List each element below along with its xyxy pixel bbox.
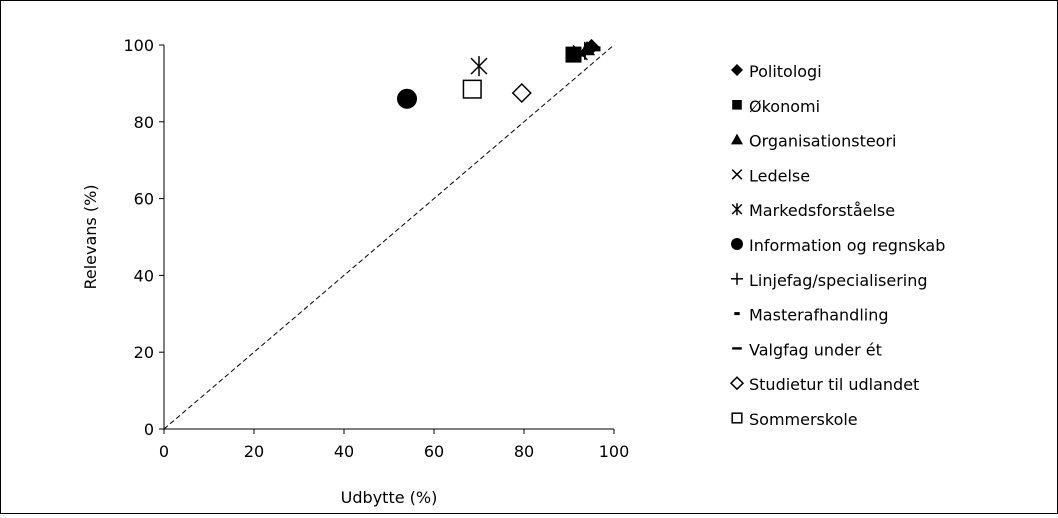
legend-item: Linjefag/specialisering [731, 271, 928, 290]
x-tick-label: 0 [159, 442, 169, 461]
legend-item: Ledelse [731, 166, 810, 185]
legend-label: Politologi [749, 62, 822, 81]
x-tick-label: 60 [424, 442, 444, 461]
data-point-square-open [462, 79, 482, 99]
data-point-long-dash [570, 52, 586, 57]
legend-label: Sommerskole [749, 410, 858, 429]
x-tick-label: 100 [599, 442, 630, 461]
x-tick-label: 20 [244, 442, 264, 461]
reference-line-group [163, 44, 615, 430]
legend-marker-triangle-filled [731, 133, 743, 145]
legend-item: Information og regnskab [731, 236, 945, 255]
y-tick-label: 60 [134, 190, 154, 209]
legend-item: Studietur til udlandet [729, 375, 919, 394]
legend-marker-square-open [731, 412, 743, 424]
data-point-short-dash [591, 46, 601, 52]
legend-item: Masterafhandling [734, 306, 889, 325]
legend-marker-square-filled [732, 100, 742, 110]
legend-item: Organisationsteori [731, 132, 897, 151]
legend-label: Markedsforståelse [749, 201, 895, 220]
legend: Politologi Økonomi Organisationsteori Ledel… [729, 62, 945, 429]
legend-label: Økonomi [749, 97, 820, 116]
legend-marker-asterisk [731, 203, 743, 216]
legend-marker-diamond-filled [731, 64, 743, 76]
legend-label: Masterafhandling [749, 306, 889, 325]
y-tick-label: 20 [134, 343, 154, 362]
legend-marker-long-dash [732, 347, 742, 350]
legend-marker-diamond-open [729, 376, 745, 391]
x-tick-label: 40 [334, 442, 354, 461]
legend-label: Ledelse [749, 166, 810, 185]
legend-label: Organisationsteori [749, 132, 897, 151]
data-points [397, 38, 601, 109]
legend-label: Valgfag under ét [749, 340, 882, 359]
y-tick-label: 100 [123, 36, 154, 55]
legend-item: Politologi [731, 62, 822, 81]
legend-marker-plus [731, 272, 743, 285]
legend-item: Valgfag under ét [732, 340, 882, 359]
data-point-triangle-filled [579, 40, 595, 56]
legend-item: Økonomi [732, 97, 820, 116]
data-point-asterisk [470, 56, 488, 77]
legend-label: Linjefag/specialisering [749, 271, 928, 290]
legend-item: Sommerskole [731, 410, 858, 429]
legend-marker-short-dash [734, 312, 740, 316]
y-axis-label: Relevans (%) [81, 184, 100, 289]
legend-item: Markedsforståelse [731, 201, 895, 220]
x-tick-label: 80 [514, 442, 534, 461]
legend-marker-circle-filled [731, 238, 743, 250]
legend-label: Studietur til udlandet [749, 375, 919, 394]
x-axis-label: Udbytte (%) [341, 488, 438, 507]
y-tick-label: 40 [134, 266, 154, 285]
axes: 0 20 40 60 80 100 0 20 40 60 80 100 [123, 36, 629, 461]
data-point-diamond-open [511, 82, 532, 104]
data-point-circle-filled [397, 88, 417, 109]
y-tick-label: 80 [134, 113, 154, 132]
y-tick-label: 0 [144, 420, 154, 439]
legend-label: Information og regnskab [749, 236, 945, 255]
legend-marker-x [731, 169, 743, 180]
data-point-plus [575, 41, 594, 60]
reference-line [163, 44, 615, 430]
